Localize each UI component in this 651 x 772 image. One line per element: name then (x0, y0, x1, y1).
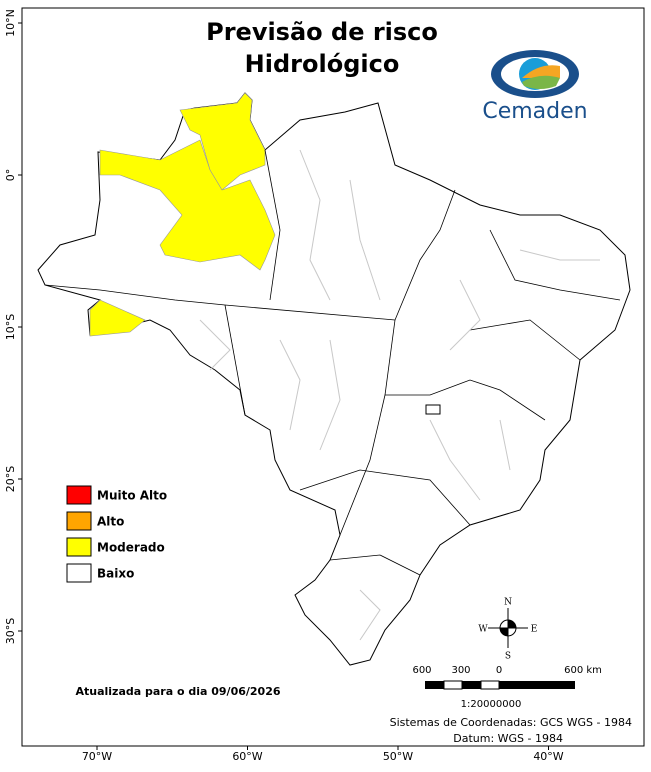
state-borders (44, 149, 621, 576)
scale-label: 600 (412, 665, 431, 676)
coordinate-system: Sistemas de Coordenadas: GCS WGS - 1984 (390, 716, 632, 729)
logo-text: Cemaden (482, 99, 587, 124)
federal-district (425, 404, 441, 415)
moderate-region (89, 299, 146, 337)
scale-segment (499, 681, 575, 689)
scale-segment (425, 681, 444, 689)
title: Hidrológico (245, 50, 400, 78)
legend-swatch (66, 563, 92, 583)
lat-tick-label: 0° (4, 169, 17, 182)
compass: N S W E (478, 598, 537, 662)
datum: Datum: WGS - 1984 (453, 732, 563, 745)
compass-n: N (504, 598, 512, 608)
scale-label: 600 km (564, 665, 602, 676)
lon-tick-label: 60°W (232, 750, 262, 763)
compass-s: S (505, 652, 511, 662)
legend-label: Baixo (97, 567, 134, 581)
lat-tick-label: 20°S (4, 466, 17, 492)
compass-e: E (531, 625, 538, 635)
legend-swatch (66, 537, 92, 557)
lat-tick-label: 30°S (4, 618, 17, 644)
scale-label: 300 (451, 665, 470, 676)
lat-tick-label: 10°N (4, 9, 17, 37)
moderate-region (179, 92, 266, 191)
moderate-region (99, 139, 276, 271)
legend-label: Alto (97, 515, 124, 529)
basin-borders (199, 149, 600, 641)
logo-detail (522, 65, 560, 78)
compass-w: W (478, 625, 488, 635)
scale-segment (480, 680, 500, 690)
lon-tick-label: 70°W (82, 750, 112, 763)
update-date: Atualizada para o dia 09/06/2026 (75, 685, 280, 698)
scale-label: 0 (496, 665, 502, 676)
lat-tick-label: 10°S (4, 314, 17, 340)
brazil (37, 92, 631, 666)
legend-swatch (66, 485, 92, 505)
scale-bar: 1:20000000 600 300 0 600 km (412, 665, 601, 710)
scale-segment (462, 681, 481, 689)
scale-ratio: 1:20000000 (461, 699, 522, 710)
legend-swatch (66, 511, 92, 531)
legend-label: Muito Alto (97, 489, 167, 503)
lon-tick-label: 50°W (383, 750, 413, 763)
logo: Cemaden (482, 50, 588, 124)
legend: Muito Alto Alto Moderado Baixo (66, 485, 167, 583)
logo-detail (522, 75, 560, 89)
legend-label: Moderado (97, 541, 165, 555)
lon-tick-label: 40°W (533, 750, 563, 763)
scale-segment (443, 680, 463, 690)
title: Previsão de risco (206, 18, 438, 46)
